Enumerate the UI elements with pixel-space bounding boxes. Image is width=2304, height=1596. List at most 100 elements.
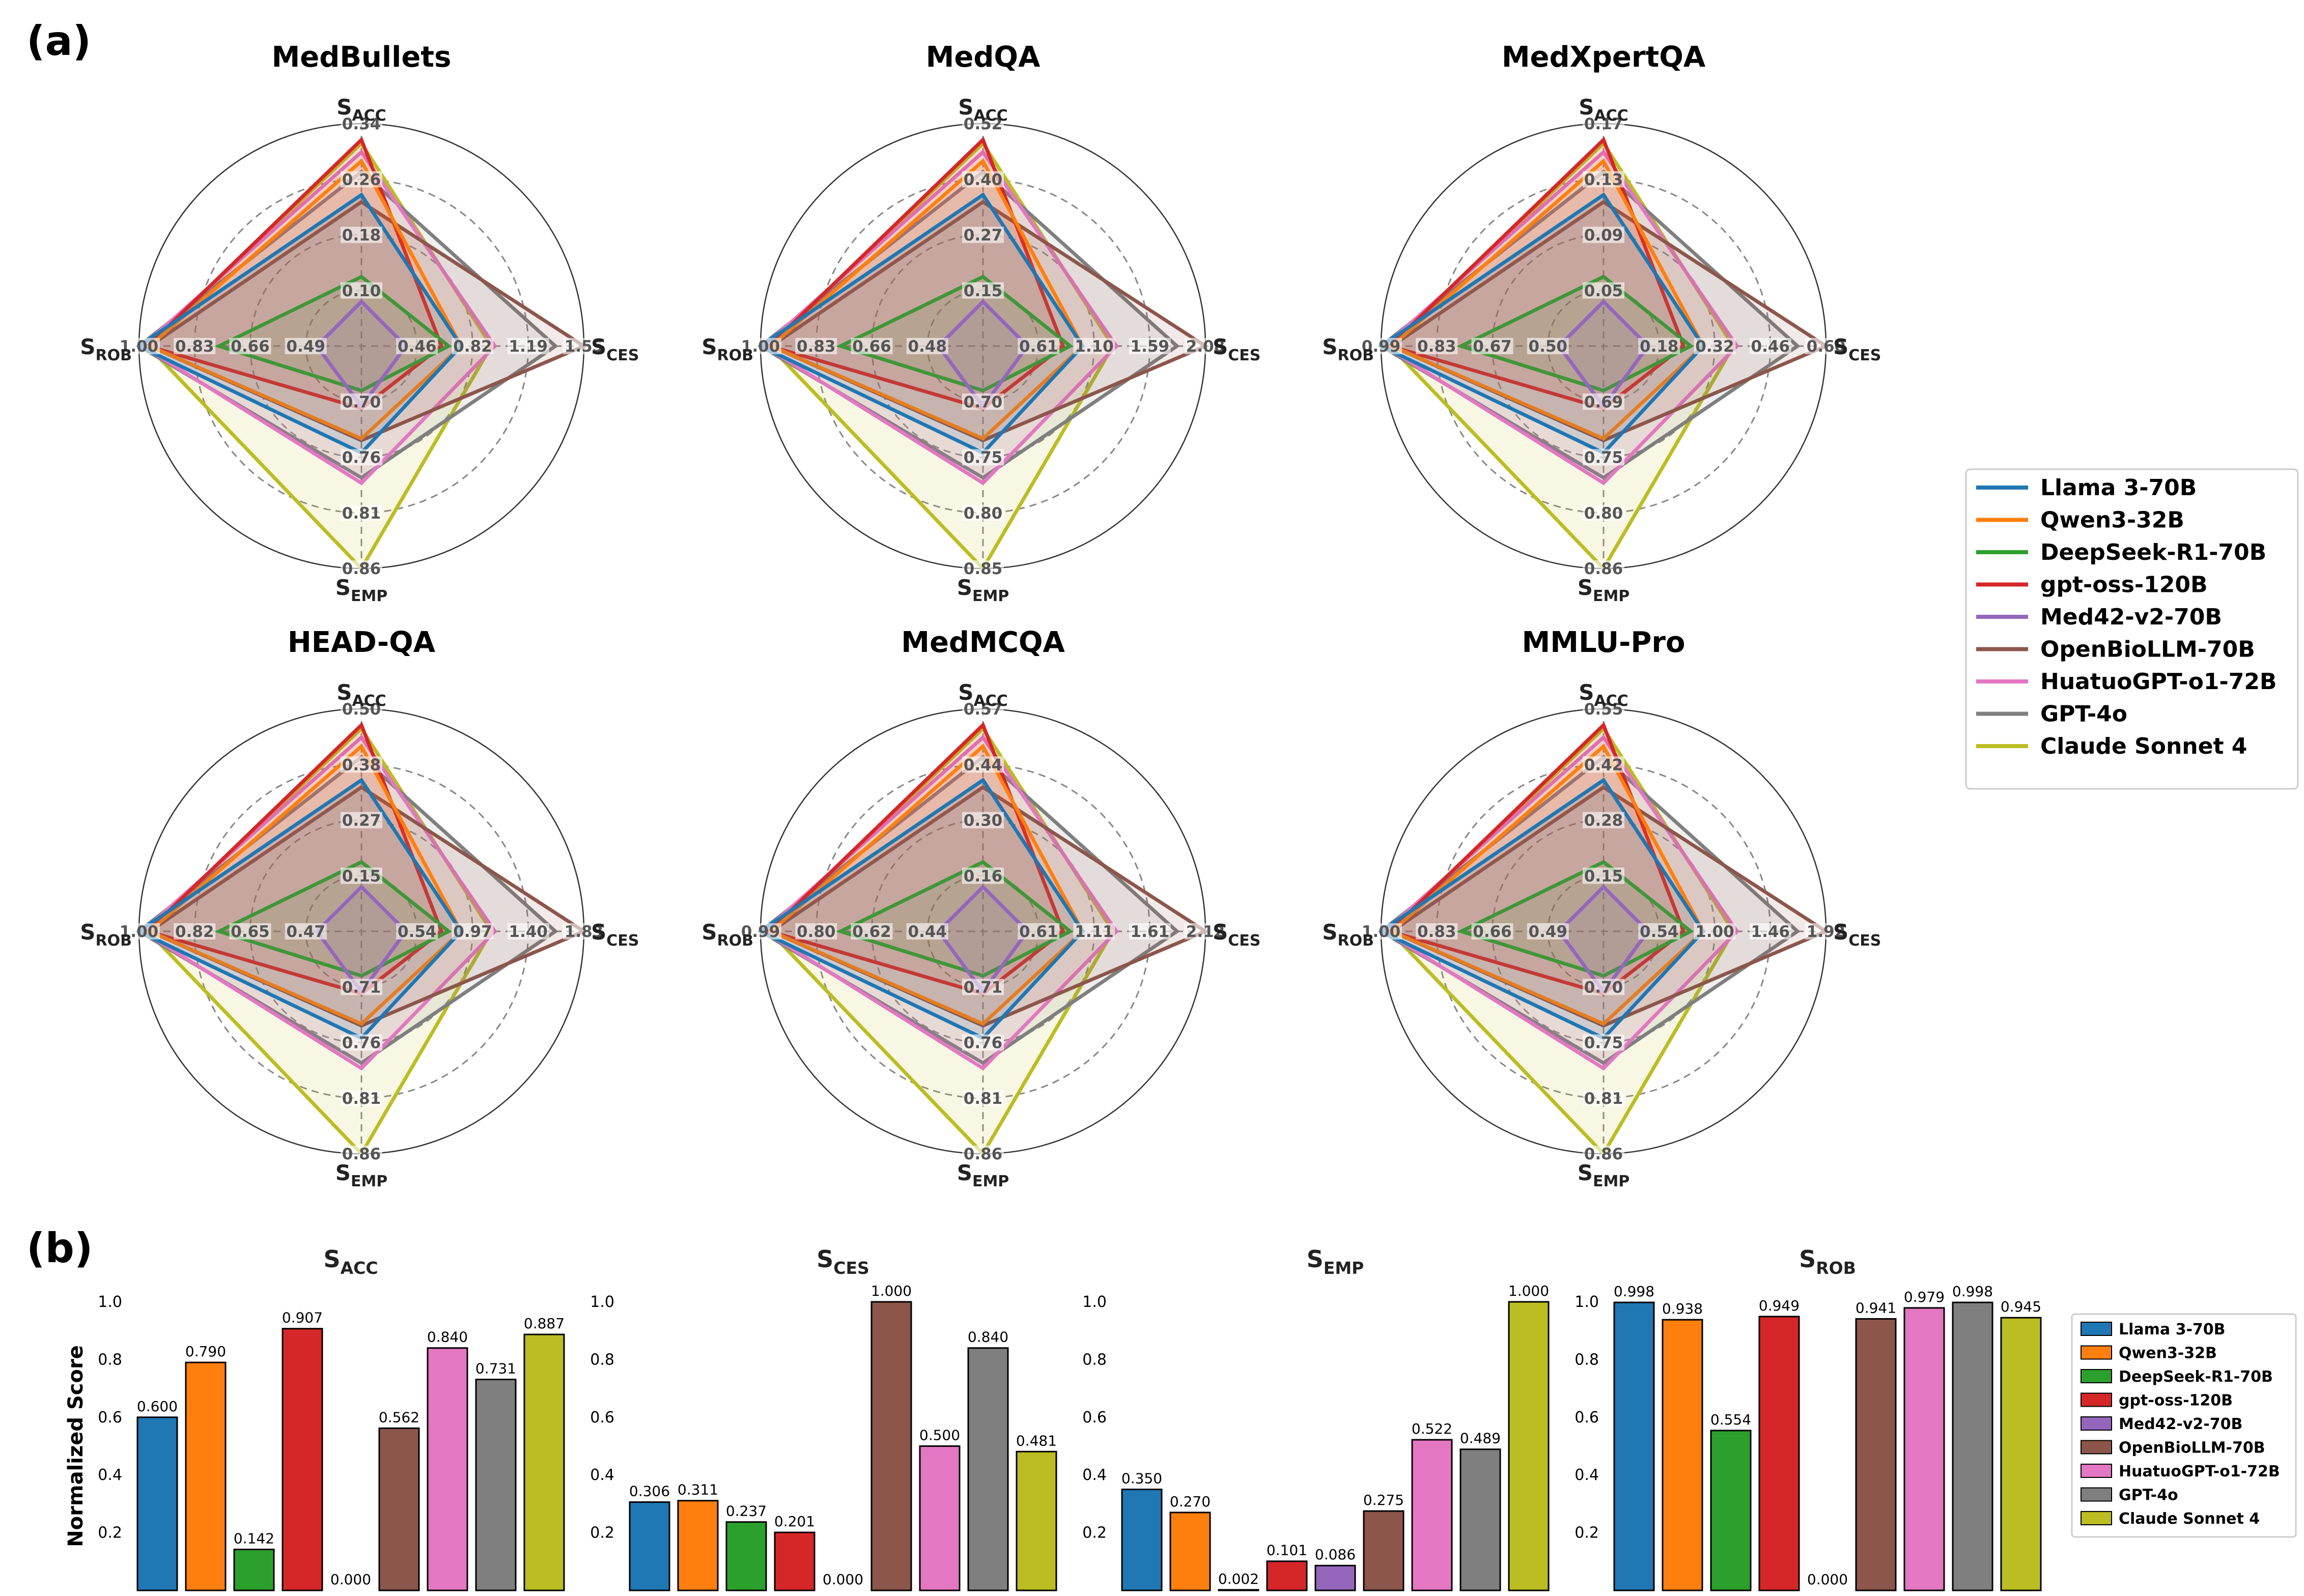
legend-label: Claude Sonnet 4 [2040, 733, 2247, 759]
radar-area [938, 887, 1028, 992]
radar-tick-bg [1073, 923, 1115, 939]
radar-tick-bg [1583, 1146, 1624, 1162]
radar-tick-label: 0.50 [1529, 337, 1568, 356]
radar-tick-label: 0.44 [908, 923, 947, 941]
radar-series-line [835, 274, 1074, 393]
bar-legend-swatch [2081, 1440, 2112, 1455]
bar [378, 1427, 420, 1591]
radar-tick-label: 0.46 [398, 337, 437, 356]
radar-chart: 0.15 0.27 0.40 0.52 0.61 1.10 1.59 2.08 0.70 0.75… [701, 41, 1260, 605]
bar-value-label: 0.840 [968, 1329, 1008, 1346]
radar-axis-label-ces-main: S [1213, 920, 1228, 945]
bar [725, 1521, 767, 1591]
radar-tick-bg [1583, 171, 1624, 188]
radar-axis-label-rob: SROB [701, 920, 753, 950]
radar-tick-label: 0.99 [1362, 337, 1401, 356]
radar-tick-bg [396, 923, 438, 939]
radar-tick-bg [1583, 116, 1624, 132]
bar-value-label: 0.002 [1218, 1571, 1259, 1587]
bar [1508, 1301, 1550, 1591]
radar-axis-label-rob: SROB [1322, 920, 1374, 950]
bar-value-label: 0.790 [185, 1343, 226, 1360]
radar-series-line [1456, 860, 1694, 978]
radar-series-line [146, 158, 464, 441]
radar-tick-bg [962, 1034, 1004, 1051]
bar-legend-swatch [2081, 1416, 2112, 1431]
radar-axis-label-emp: SEMP [1578, 575, 1630, 605]
radar-tick-bg [341, 560, 382, 577]
radar-tick-label: 0.66 [1473, 923, 1512, 941]
radar-tick-bg [962, 449, 1004, 466]
radar-tick-bg [1583, 282, 1624, 299]
radar-tick-bg [962, 1146, 1004, 1162]
radar-title: MedQA [926, 41, 1041, 74]
bar-ytick-label: 0.2 [1082, 1524, 1107, 1542]
bar-value-label: 0.201 [774, 1513, 815, 1530]
radar-tick-label: 0.83 [1417, 923, 1456, 941]
radar-tick-bg [341, 393, 382, 410]
radar-tick-bg [341, 226, 382, 243]
radar-axis-label-rob: SROB [701, 334, 753, 364]
radar-tick-bg [341, 812, 382, 829]
radar-axis-label-ces: SCES [1213, 920, 1260, 950]
bar-ytick-label: 0.8 [1575, 1351, 1599, 1369]
radar-axis-label-ces: SCES [1213, 334, 1260, 364]
radar-tick-label: 0.38 [342, 756, 381, 774]
radar-area [1559, 887, 1648, 992]
radar-series-line [135, 754, 558, 1065]
bar-value-label: 0.000 [330, 1571, 371, 1588]
radar-axis-label-ces-sub: CES [1848, 932, 1881, 950]
bar [774, 1531, 816, 1591]
radar-tick-bg [507, 923, 549, 939]
radar-tick-label: 1.92 [1807, 923, 1846, 941]
radar-tick-label: 1.00 [1362, 923, 1401, 941]
radar-tick-bg [906, 923, 948, 939]
bar-ytick-label: 0.2 [98, 1524, 122, 1542]
radar-tick-label: 0.49 [1529, 923, 1568, 941]
radar-chart: 0.05 0.09 0.13 0.17 0.18 0.32 0.46 0.60 0.69 0.75… [1322, 41, 1881, 605]
radar-tick-label: 1.10 [1075, 337, 1114, 356]
radar-tick-label: 0.65 [231, 923, 270, 941]
bar-legend-label: Qwen3-32B [2119, 1345, 2217, 1362]
radar-tick-bg [452, 338, 494, 354]
radar-charts: 0.10 0.18 0.26 0.34 0.46 0.82 1.19 1.55 0.70 0.76… [80, 41, 1881, 1190]
radar-tick-bg [1583, 756, 1624, 773]
bar-value-label: 0.489 [1460, 1430, 1501, 1447]
radar-tick-label: 0.09 [1584, 226, 1623, 245]
radar-chart: 0.15 0.28 0.42 0.55 0.54 1.00 1.46 1.92 0.70 0.75… [1322, 626, 1881, 1190]
radar-tick-bg [1583, 1034, 1624, 1051]
radar-tick-label: 1.11 [1075, 923, 1114, 941]
bar-value-label: 0.522 [1412, 1420, 1452, 1437]
radar-axis-label-rob-main: S [701, 334, 717, 359]
radar-axis-label-rob-main: S [1322, 920, 1337, 945]
bar-value-label: 0.600 [137, 1398, 178, 1415]
bar [870, 1301, 912, 1591]
radar-axis-label-rob-sub: ROB [1338, 347, 1374, 364]
radar-area [150, 202, 584, 441]
radar-axis-label-acc-sub: ACC [973, 692, 1007, 710]
radar-tick-label: 0.13 [1584, 170, 1623, 189]
radar-area [1392, 787, 1826, 1026]
radar-area [771, 202, 1205, 441]
bar-value-label: 0.237 [726, 1503, 767, 1520]
radar-tick-label: 2.12 [1186, 923, 1225, 941]
radar-area [219, 276, 449, 391]
radar-tick-label: 0.76 [342, 1034, 381, 1052]
radar-tick-bg [341, 1146, 382, 1162]
radar-tick-label: 0.27 [964, 226, 1003, 245]
radar-tick-bg [341, 449, 382, 466]
radar-axis-label-emp-main: S [1578, 1160, 1593, 1185]
radar-legend: Llama 3-70B Qwen3-32B DeepSeek-R1-70B gpt-o… [1965, 468, 2299, 790]
radar-tick-bg [1583, 504, 1624, 521]
radar-area [1381, 780, 1703, 1038]
radar-area [840, 862, 1071, 976]
radar-area [139, 194, 461, 453]
radar-axis-label-ces-main: S [591, 920, 606, 945]
radar-axis-label-acc: SACC [958, 95, 1008, 125]
radar-tick-bg [1185, 923, 1226, 939]
bar-chart-title: SEMP [1307, 1245, 1364, 1278]
radar-series-line [757, 169, 1180, 480]
radar-tick-bg [341, 756, 382, 773]
radar-tick-label: 0.57 [964, 700, 1003, 719]
radar-tick-bg [1471, 923, 1513, 939]
